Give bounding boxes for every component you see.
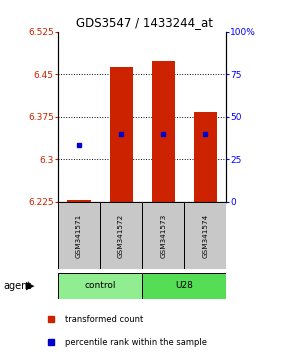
Text: ▶: ▶ bbox=[26, 281, 35, 291]
Text: GSM341571: GSM341571 bbox=[76, 213, 82, 258]
Text: GSM341572: GSM341572 bbox=[118, 213, 124, 258]
Bar bbox=[142, 202, 184, 269]
Text: GSM341573: GSM341573 bbox=[160, 213, 166, 258]
Bar bbox=[68, 200, 90, 202]
Text: control: control bbox=[84, 281, 116, 290]
Text: percentile rank within the sample: percentile rank within the sample bbox=[65, 338, 207, 347]
Bar bbox=[100, 202, 142, 269]
Text: GSM341574: GSM341574 bbox=[202, 213, 208, 258]
Text: transformed count: transformed count bbox=[65, 315, 144, 324]
Bar bbox=[184, 202, 226, 269]
Text: agent: agent bbox=[3, 281, 31, 291]
Bar bbox=[152, 61, 175, 202]
Bar bbox=[58, 202, 100, 269]
Text: GDS3547 / 1433244_at: GDS3547 / 1433244_at bbox=[77, 16, 213, 29]
Text: U28: U28 bbox=[175, 281, 193, 290]
Bar bbox=[58, 273, 142, 299]
Bar bbox=[194, 112, 217, 202]
Bar bbox=[142, 273, 226, 299]
Bar bbox=[110, 67, 133, 202]
